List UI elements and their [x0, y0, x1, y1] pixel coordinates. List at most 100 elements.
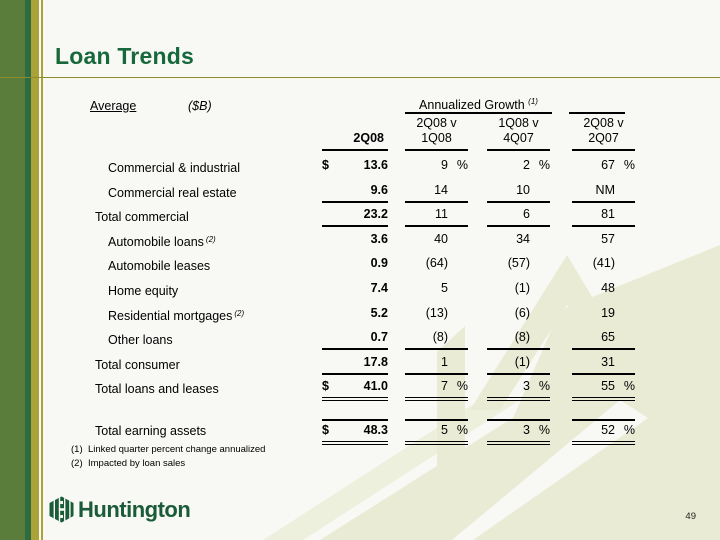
- growth-2q08-v-1q08: 1: [405, 353, 468, 375]
- table-row: Residential mortgages (2) 5.2 (13) (6) 19: [60, 304, 650, 329]
- value-2q08: 9.6: [322, 181, 388, 203]
- table-row: Total commercial 23.2 11 6 81: [60, 205, 650, 230]
- row-label: Home equity: [108, 283, 180, 298]
- footnotes: (1) Linked quarter percent change annual…: [71, 443, 265, 471]
- growth-1q08-v-4q07: (1): [487, 353, 550, 375]
- table-rows: Commercial & industrial $13.6 9% 2% 67% …: [60, 156, 650, 445]
- value-2q08: $48.3: [322, 418, 388, 445]
- column-header-line2: 1Q08: [421, 131, 452, 145]
- group-header-rule-right: [569, 112, 625, 114]
- growth-2q08-v-1q08: 5%: [405, 418, 468, 445]
- value-2q08: 0.7: [322, 328, 388, 351]
- value-2q08: $41.0: [322, 377, 388, 402]
- growth-1q08-v-4q07: (57): [507, 256, 530, 271]
- huntington-watermark-icon: [263, 245, 720, 540]
- growth-2q08-v-1q08: (13): [425, 305, 448, 320]
- row-label: Total loans and leases: [95, 382, 221, 397]
- growth-2q08-v-2q07: 31: [572, 353, 635, 375]
- column-header-2q08: 2Q08: [353, 131, 384, 145]
- footnote-ref: [189, 210, 191, 219]
- footnote-ref: (2): [234, 308, 245, 318]
- column-header: 1Q08 v 4Q07: [487, 116, 550, 146]
- footnote-ref: [219, 382, 221, 391]
- percent-sign: %: [456, 379, 468, 394]
- left-stripe-green: [0, 0, 25, 540]
- footnote-ref: (1): [528, 97, 538, 106]
- footnote-ref: [178, 284, 180, 293]
- left-stripe-dark-green: [25, 0, 31, 540]
- growth-1q08-v-4q07: (8): [487, 328, 550, 351]
- percent-sign: %: [456, 158, 468, 172]
- value-2q08: 7.4: [370, 280, 388, 295]
- growth-1q08-v-4q07: (6): [514, 305, 530, 320]
- average-header: Average: [90, 99, 137, 113]
- value-2q08: 17.8: [322, 353, 388, 375]
- dollar-sign: $: [322, 158, 329, 172]
- growth-2q08-v-2q07: 65: [572, 328, 635, 351]
- row-label: Commercial real estate: [108, 185, 239, 200]
- growth-2q08-v-1q08: 7%: [405, 377, 468, 402]
- growth-1q08-v-4q07: (1): [514, 280, 530, 295]
- growth-1q08-v-4q07: 34: [516, 231, 530, 246]
- header-underline: [487, 149, 550, 151]
- growth-2q08-v-1q08: (8): [405, 328, 468, 351]
- growth-1q08-v-4q07: 3%: [487, 377, 550, 402]
- growth-2q08-v-2q07: 81: [572, 205, 635, 228]
- table-row: Commercial real estate 9.6 14 10 NM: [60, 181, 650, 206]
- growth-2q08-v-1q08: 14: [405, 181, 468, 203]
- footnote-ref: [237, 186, 239, 195]
- title-divider-rule: [0, 77, 720, 78]
- table-row: Automobile loans (2) 3.6 40 34 57: [60, 230, 650, 255]
- huntington-logo: Huntington: [48, 496, 191, 523]
- growth-2q08-v-1q08: 40: [434, 231, 448, 246]
- row-label: Commercial & industrial: [108, 161, 240, 175]
- table-row: Total earning assets $48.3 5% 3% 52%: [60, 418, 650, 445]
- growth-2q08-v-1q08: 9%: [441, 158, 468, 172]
- table-row: Other loans 0.7 (8) (8) 65: [60, 328, 650, 353]
- footnote-number: (1): [71, 444, 83, 455]
- percent-sign: %: [538, 422, 550, 437]
- huntington-wordmark: Huntington: [78, 496, 191, 522]
- footnote-text: Impacted by loan sales: [88, 458, 186, 469]
- group-header-rule: [405, 112, 552, 114]
- value-2q08: 0.9: [370, 256, 388, 271]
- footnote-ref: [210, 259, 212, 268]
- row-label: Total commercial: [95, 210, 191, 225]
- huntington-logo-icon: [49, 496, 74, 523]
- growth-column-headers: 2Q08 v 1Q08 1Q08 v 4Q07 2Q08 v 2Q07: [405, 116, 635, 146]
- growth-2q08-v-2q07: 19: [601, 305, 615, 320]
- growth-2q08-v-1q08: 11: [405, 205, 468, 228]
- column-header: 2Q08 v 1Q08: [405, 116, 468, 146]
- footnote-ref: [206, 424, 208, 433]
- footnote-number: (2): [71, 458, 83, 469]
- row-label: Total consumer: [95, 357, 182, 372]
- page-title: Loan Trends: [55, 43, 194, 70]
- percent-sign: %: [538, 379, 550, 394]
- footnote-ref: [180, 358, 182, 367]
- percent-sign: %: [623, 158, 635, 172]
- row-label: Automobile leases: [108, 259, 212, 274]
- table-row: Automobile leases 0.9 (64) (57) (41): [60, 254, 650, 279]
- value-2q08: 5.2: [370, 305, 388, 320]
- column-header-line1: 1Q08 v: [498, 116, 539, 130]
- footnote: (1) Linked quarter percent change annual…: [71, 443, 265, 457]
- growth-2q08-v-2q07: (41): [592, 256, 615, 271]
- growth-2q08-v-1q08: 5: [441, 280, 448, 295]
- growth-1q08-v-4q07: 2%: [523, 158, 550, 172]
- growth-1q08-v-4q07: 10: [487, 181, 550, 203]
- growth-2q08-v-2q07: 48: [601, 280, 615, 295]
- footnote-ref: [173, 333, 175, 342]
- header-underline: [572, 149, 635, 151]
- left-stripe-thin-line: [41, 0, 43, 540]
- table-row: Total loans and leases $41.0 7% 3% 55%: [60, 377, 650, 402]
- percent-sign: %: [623, 422, 635, 437]
- header-underline: [322, 149, 388, 151]
- table-row: Commercial & industrial $13.6 9% 2% 67%: [60, 156, 650, 181]
- value-2q08: 3.6: [370, 231, 388, 246]
- column-header-line1: 2Q08 v: [583, 116, 624, 130]
- row-label: Total earning assets: [95, 423, 208, 438]
- percent-sign: %: [623, 379, 635, 394]
- growth-2q08-v-2q07: 57: [601, 231, 615, 246]
- header-underline: [405, 149, 468, 151]
- percent-sign: %: [456, 422, 468, 437]
